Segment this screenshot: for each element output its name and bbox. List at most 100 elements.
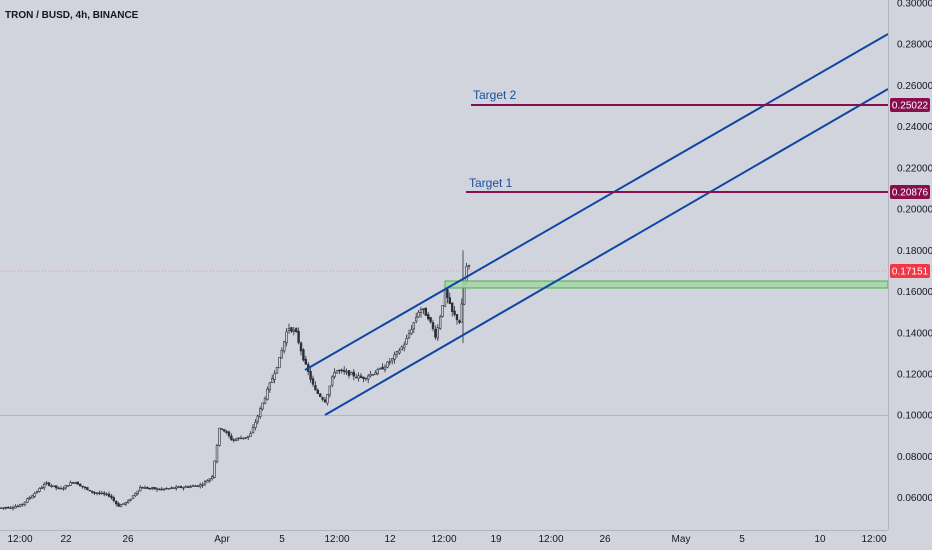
candle <box>292 326 295 336</box>
candle <box>417 309 420 318</box>
channel-lower-line[interactable] <box>324 88 889 416</box>
candle <box>297 327 300 345</box>
x-tick-label: 12:00 <box>7 534 32 545</box>
candle <box>316 388 319 395</box>
candle <box>26 497 29 503</box>
candle <box>18 503 22 508</box>
candle <box>388 358 391 366</box>
candle <box>143 485 147 490</box>
candle <box>189 484 192 489</box>
candle <box>218 427 221 447</box>
y-tick-label: 0.28000 <box>897 40 932 51</box>
candle <box>424 307 427 316</box>
candle <box>309 367 312 383</box>
candle <box>225 429 228 435</box>
candle <box>318 392 322 398</box>
candle <box>378 367 382 370</box>
candle <box>330 375 334 388</box>
candle <box>446 287 449 304</box>
x-tick-label: 19 <box>490 534 502 545</box>
candle <box>282 340 286 354</box>
candle <box>395 350 399 358</box>
candle <box>340 368 343 374</box>
candle <box>326 394 329 406</box>
candle <box>98 490 101 496</box>
candle <box>136 490 139 496</box>
candle <box>422 308 425 315</box>
y-tick-label: 0.12000 <box>897 370 932 381</box>
candle <box>100 490 104 495</box>
candle <box>129 498 132 502</box>
support-zone[interactable] <box>444 280 889 289</box>
candle <box>110 494 113 500</box>
time-axis[interactable]: 12:00 22 26 Apr 5 12:00 12 12:00 19 12:00 26 May 5 10… <box>0 530 888 546</box>
candle <box>244 436 247 440</box>
candle <box>103 491 106 497</box>
candle <box>79 483 82 487</box>
candle <box>175 485 178 491</box>
candle <box>381 363 384 370</box>
y-tick-label: 0.08000 <box>897 452 932 463</box>
candle <box>347 370 351 379</box>
y-tick-label: 0.06000 <box>897 493 932 504</box>
x-tick-label: 5 <box>279 534 285 545</box>
candle <box>95 492 99 496</box>
candle <box>9 506 12 509</box>
candle <box>338 369 341 375</box>
candle <box>290 326 293 333</box>
candle <box>390 358 394 365</box>
candle <box>201 482 204 488</box>
candle <box>304 355 307 366</box>
y-tick-label: 0.16000 <box>897 287 932 298</box>
candle <box>2 507 5 511</box>
candle <box>83 486 87 491</box>
candle <box>431 319 435 332</box>
y-tick-label: 0.30000 <box>897 0 932 10</box>
candle <box>235 437 238 442</box>
candle <box>400 345 403 351</box>
candle <box>357 372 360 382</box>
target-1-price-tag: 0.20876 <box>890 185 930 199</box>
candle <box>119 503 123 508</box>
candle <box>278 356 281 369</box>
candle <box>179 485 183 489</box>
candle <box>33 491 36 499</box>
candle <box>153 487 156 490</box>
candle <box>299 341 303 356</box>
candle <box>386 361 389 369</box>
candle <box>163 488 166 492</box>
candle <box>458 319 461 325</box>
candle <box>208 478 211 483</box>
candle <box>323 397 327 403</box>
candle <box>414 312 418 324</box>
candle <box>438 314 442 330</box>
target-2-label: Target 2 <box>473 88 517 102</box>
candle <box>230 433 233 441</box>
candle <box>239 435 243 440</box>
candle <box>38 487 41 493</box>
y-tick-label: 0.26000 <box>897 81 932 92</box>
x-tick-label: 22 <box>60 534 72 545</box>
candle <box>206 479 209 483</box>
candle <box>273 370 276 384</box>
x-tick-label: 26 <box>122 534 134 545</box>
candle <box>151 486 154 491</box>
candle <box>407 329 411 340</box>
candle <box>467 264 471 270</box>
candle <box>213 460 216 479</box>
candle <box>321 396 324 402</box>
candle <box>429 316 432 324</box>
candle <box>311 375 315 387</box>
candle <box>21 503 24 507</box>
target-2-price-tag: 0.25022 <box>890 98 930 112</box>
channel-upper-line[interactable] <box>304 33 889 371</box>
candle <box>112 495 116 503</box>
candle <box>81 485 84 489</box>
candle <box>141 486 144 489</box>
candle <box>59 486 63 490</box>
candle <box>362 376 365 383</box>
x-tick-label: 12:00 <box>324 534 349 545</box>
candlesticks <box>0 250 471 511</box>
candle <box>227 430 231 439</box>
